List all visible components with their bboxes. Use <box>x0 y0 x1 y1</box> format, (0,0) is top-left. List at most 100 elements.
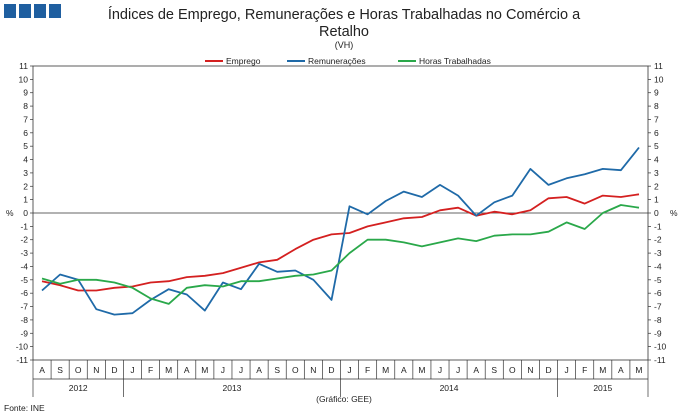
y-tick-label-left: -9 <box>20 328 28 338</box>
x-tick-label: J <box>130 365 134 375</box>
logo-square-4 <box>49 4 61 18</box>
chart-title-line-2: Retalho <box>319 24 369 40</box>
x-tick-label: O <box>75 365 82 375</box>
series-line-remuneracoes <box>41 146 640 316</box>
x-tick-label: J <box>564 365 568 375</box>
y-tick-label-left: 8 <box>23 101 28 111</box>
legend-label-emprego: Emprego <box>226 56 261 66</box>
x-tick-label: D <box>111 365 117 375</box>
y-tick-label-right: -11 <box>654 355 666 365</box>
x-tick-label: S <box>274 365 280 375</box>
y-tick-label-left: 4 <box>23 155 28 165</box>
chart-subtitle: (VH) <box>335 40 354 50</box>
y-tick-label-left: -6 <box>20 288 28 298</box>
y-axis-label-left: % <box>6 208 14 218</box>
y-tick-label-right: -5 <box>654 275 662 285</box>
x-tick-label: M <box>201 365 208 375</box>
y-tick-label-right: 7 <box>654 114 659 124</box>
y-tick-label-left: -11 <box>16 355 28 365</box>
y-tick-label-right: 5 <box>654 141 659 151</box>
x-tick-label: A <box>473 365 479 375</box>
x-tick-label: N <box>93 365 99 375</box>
y-tick-label-left: -8 <box>20 315 28 325</box>
x-tick-label: A <box>256 365 262 375</box>
y-tick-label-right: 10 <box>654 74 664 84</box>
y-tick-label-left: 2 <box>23 181 28 191</box>
year-label: 2014 <box>440 383 459 393</box>
y-tick-label-right: -1 <box>654 221 662 231</box>
x-tick-label: O <box>292 365 299 375</box>
x-tick-label: M <box>599 365 606 375</box>
x-tick-label: S <box>491 365 497 375</box>
plot-area: -11 -11-10 -10-9 -9-8 -8-7 -7-6 -6-5 -5-4 -4-3 -3… <box>6 61 678 397</box>
x-tick-label: S <box>57 365 63 375</box>
year-label: 2013 <box>223 383 242 393</box>
series-line-emprego <box>41 193 640 292</box>
y-tick-label-right: 11 <box>654 61 663 71</box>
y-axis-label-right: % <box>670 208 678 218</box>
x-tick-label: A <box>401 365 407 375</box>
y-tick-label-right: -8 <box>654 315 662 325</box>
x-tick-label: F <box>582 365 587 375</box>
y-tick-label-right: -4 <box>654 261 662 271</box>
y-tick-label-right: -2 <box>654 235 662 245</box>
y-tick-label-right: 0 <box>654 208 659 218</box>
x-tick-label: M <box>418 365 425 375</box>
y-tick-label-right: -7 <box>654 302 662 312</box>
year-label: 2015 <box>593 383 612 393</box>
y-tick-label-right: 3 <box>654 168 659 178</box>
x-tick-label: J <box>239 365 243 375</box>
y-tick-label-right: -6 <box>654 288 662 298</box>
x-tick-label: O <box>509 365 516 375</box>
y-tick-label-left: -10 <box>16 342 29 352</box>
y-tick-label-left: 5 <box>23 141 28 151</box>
logo-square-3 <box>34 4 46 18</box>
y-tick-label-left: 1 <box>23 195 28 205</box>
x-tick-label: D <box>545 365 551 375</box>
y-tick-label-right: 9 <box>654 88 659 98</box>
y-tick-label-right: 2 <box>654 181 659 191</box>
x-tick-label: M <box>635 365 642 375</box>
y-tick-label-left: 11 <box>19 61 28 71</box>
y-tick-label-left: 9 <box>23 88 28 98</box>
y-tick-label-left: 6 <box>23 128 28 138</box>
logo-squares <box>4 4 61 18</box>
logo-square-1 <box>4 4 16 18</box>
year-label: 2012 <box>69 383 88 393</box>
x-tick-label: J <box>221 365 225 375</box>
x-tick-label: A <box>618 365 624 375</box>
x-tick-label: F <box>365 365 370 375</box>
y-tick-label-right: -9 <box>654 328 662 338</box>
y-tick-label-left: -2 <box>20 235 28 245</box>
y-tick-label-left: -5 <box>20 275 28 285</box>
y-tick-label-right: 4 <box>654 155 659 165</box>
x-tick-label: F <box>148 365 153 375</box>
y-tick-label-right: 1 <box>654 195 659 205</box>
legend-label-remuneracoes: Remunerações <box>308 56 366 66</box>
x-tick-label: N <box>527 365 533 375</box>
y-tick-label-right: -10 <box>654 342 667 352</box>
y-tick-label-left: 10 <box>19 74 29 84</box>
graph-credit: (Gráfico: GEE) <box>316 394 372 404</box>
x-tick-label: J <box>438 365 442 375</box>
chart-title-line-1: Índices de Emprego, Remunerações e Horas… <box>108 6 581 23</box>
series-line-horas-trabalhadas <box>41 204 640 305</box>
x-tick-label: M <box>382 365 389 375</box>
y-tick-label-right: -3 <box>654 248 662 258</box>
x-tick-label: A <box>184 365 190 375</box>
x-tick-label: N <box>310 365 316 375</box>
y-tick-label-left: -7 <box>20 302 28 312</box>
legend-label-horas-trabalhadas: Horas Trabalhadas <box>419 56 491 66</box>
y-tick-label-left: -4 <box>20 261 28 271</box>
x-tick-label: M <box>165 365 172 375</box>
y-tick-label-left: 3 <box>23 168 28 178</box>
y-tick-label-left: 7 <box>23 114 28 124</box>
legend: Emprego Remunerações Horas Trabalhadas <box>205 56 491 66</box>
x-tick-label: J <box>456 365 460 375</box>
x-tick-label: D <box>328 365 334 375</box>
logo-square-2 <box>19 4 31 18</box>
y-tick-label-left: 0 <box>23 208 28 218</box>
y-tick-label-right: 6 <box>654 128 659 138</box>
x-tick-label: A <box>39 365 45 375</box>
